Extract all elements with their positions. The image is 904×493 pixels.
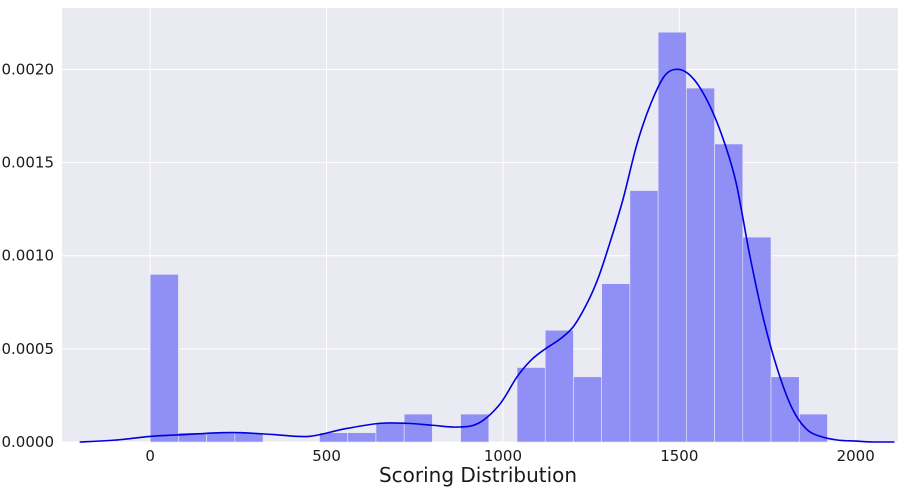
y-tick-labels: 0.0000 0.0005 0.0010 0.0015 0.0020 xyxy=(2,60,55,451)
histogram-bar xyxy=(460,413,490,443)
histogram-bar xyxy=(714,143,744,443)
y-tick-label: 0.0020 xyxy=(2,60,55,78)
y-tick-label: 0.0000 xyxy=(2,433,55,451)
x-tick-labels: 0 500 1000 1500 2000 xyxy=(145,447,874,465)
histogram-bar xyxy=(375,423,405,443)
histogram-bar xyxy=(544,329,574,443)
y-tick-label: 0.0010 xyxy=(2,247,55,265)
x-tick-label: 0 xyxy=(145,447,155,465)
x-tick-label: 500 xyxy=(312,447,341,465)
x-axis-title: Scoring Distribution xyxy=(379,463,577,487)
y-tick-label: 0.0005 xyxy=(2,340,55,358)
histogram-bar xyxy=(686,87,715,443)
x-tick-label: 1500 xyxy=(660,447,698,465)
histogram-bar xyxy=(770,376,800,443)
histogram-bar xyxy=(573,376,602,443)
histogram-bars xyxy=(149,31,828,443)
histogram-bar xyxy=(403,413,433,443)
y-tick-label: 0.0015 xyxy=(2,154,55,172)
x-tick-label: 2000 xyxy=(837,447,875,465)
histogram-bar xyxy=(516,367,546,443)
histogram-bar xyxy=(629,190,659,443)
histogram-bar xyxy=(742,236,772,443)
x-tick-label: 1000 xyxy=(484,447,522,465)
histogram-bar xyxy=(657,31,687,443)
kde-curve xyxy=(79,68,895,443)
histogram-bar xyxy=(601,283,631,443)
histogram-bar xyxy=(149,274,179,443)
histogram-bar xyxy=(347,432,377,443)
histogram-bar xyxy=(206,432,236,443)
